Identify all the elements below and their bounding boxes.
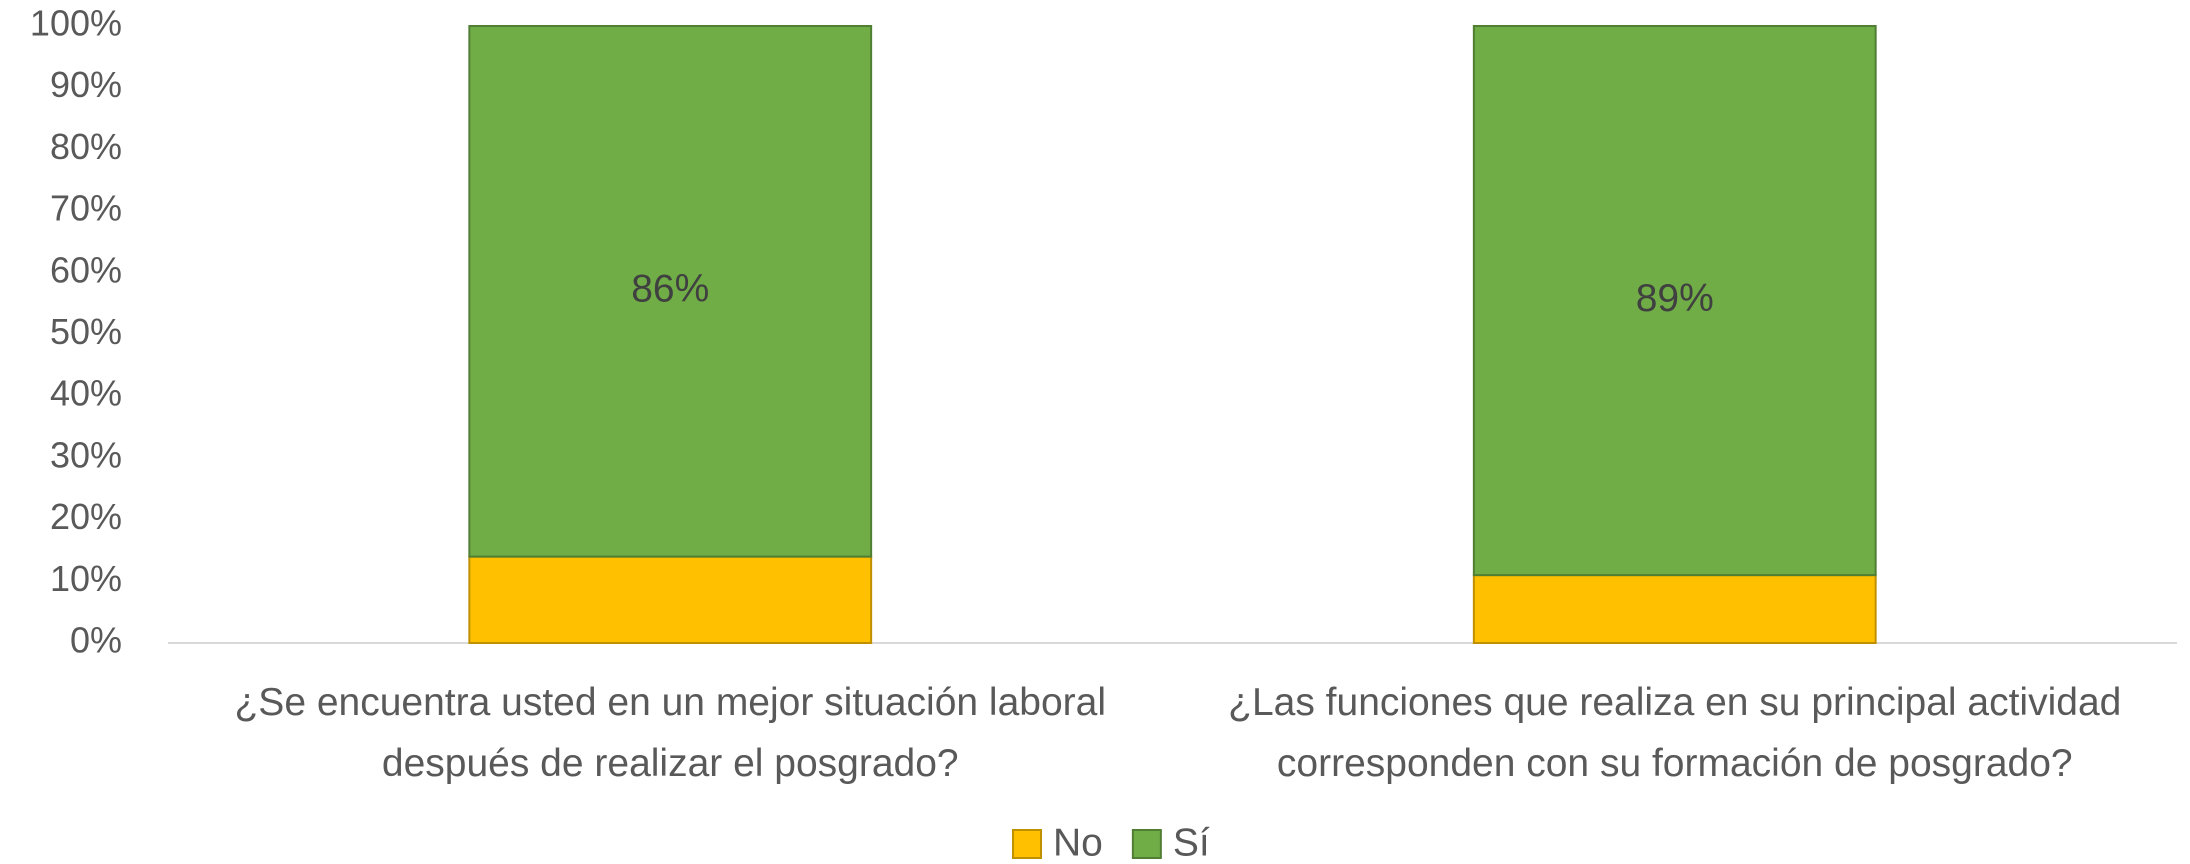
- bar-segment: [1472, 574, 1877, 645]
- bar-segment: [468, 25, 873, 558]
- x-tick-label: ¿Se encuentra usted en un mejor situació…: [234, 681, 1106, 785]
- legend-label: Sí: [1173, 821, 1210, 864]
- y-tick-label: 70%: [50, 188, 122, 229]
- legend-label: No: [1053, 821, 1103, 864]
- y-tick-label: 30%: [50, 434, 122, 475]
- bar-segment: [468, 555, 873, 644]
- y-tick-label: 10%: [50, 558, 122, 599]
- y-tick-label: 50%: [50, 311, 122, 352]
- y-tick-label: 40%: [50, 373, 122, 414]
- data-label: 89%: [1636, 277, 1714, 320]
- y-tick-label: 80%: [50, 126, 122, 167]
- data-label: 86%: [631, 268, 709, 311]
- bar-segment: [1472, 25, 1877, 577]
- y-tick-label: 100%: [30, 3, 122, 44]
- y-tick-label: 20%: [50, 496, 122, 537]
- y-tick-label: 0%: [70, 620, 122, 661]
- y-tick-label: 60%: [50, 249, 122, 290]
- x-tick-label: ¿Las funciones que realiza en su princip…: [1228, 681, 2121, 785]
- y-tick-label: 90%: [50, 64, 122, 105]
- legend-swatch: [1131, 829, 1162, 859]
- legend-swatch: [1012, 829, 1042, 859]
